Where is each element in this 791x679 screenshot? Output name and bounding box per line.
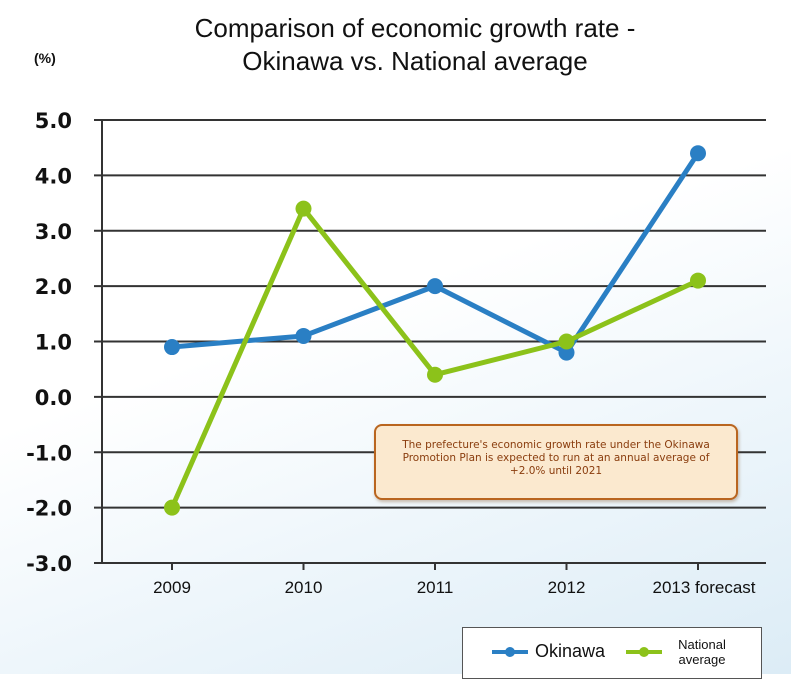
legend-label-okinawa: Okinawa [535,641,606,661]
data-point-okinawa [295,327,312,344]
x-tick-label: 2009 [153,578,191,597]
y-tick-label: 1.0 [35,331,72,355]
chart-title-line-1: Comparison of economic growth rate - [194,13,636,43]
chart-title-line-2: Okinawa vs. National average [242,46,588,76]
annotation-note: The prefecture's economic growth rate un… [374,424,738,500]
y-axis-unit-label: (%) [34,50,56,66]
data-series [164,145,706,516]
legend-item-okinawa: Okinawa [491,628,605,675]
y-tick-label: 2.0 [35,275,72,299]
data-point-national-average [558,333,575,350]
legend: Okinawa National average [462,627,762,679]
y-tick-label: -1.0 [26,441,72,465]
chart-title: Comparison of economic growth rate - Oki… [120,12,710,78]
y-tick-labels: 5.0 4.0 3.0 2.0 1.0 0.0 -1.0 -2.0 -3.0 [26,109,72,576]
series-okinawa [164,145,706,361]
x-tick-labels: 2009 2010 2011 2012 2013 forecast [153,578,756,597]
data-point-okinawa [558,344,575,361]
data-point-national-average [295,200,312,217]
series-national-average [164,200,706,516]
data-point-okinawa [164,339,180,356]
data-point-national-average [164,499,180,516]
y-tick-label: 5.0 [35,109,72,133]
data-point-okinawa [427,278,443,295]
legend-label-national-average: National average [667,637,737,667]
x-tick-label: 2010 [285,578,323,597]
legend-item-national-average: National average [625,628,737,675]
legend-swatch-national-average [626,646,662,657]
y-tick-label: 0.0 [35,386,72,410]
y-tick-label: 4.0 [35,164,72,188]
legend-swatch-okinawa [492,646,528,657]
legend-label-national-line-1: National [678,636,726,652]
data-point-national-average [427,366,443,383]
axes [94,119,766,570]
y-tick-label: 3.0 [35,220,72,244]
y-tick-label: -2.0 [26,497,72,521]
x-tick-label: 2013 forecast [652,578,755,597]
data-point-okinawa [690,145,706,162]
y-tick-label: -3.0 [26,552,72,576]
legend-label-national-line-2: average [678,651,726,667]
x-tick-label: 2011 [417,578,454,597]
x-tick-label: 2012 [548,578,586,597]
data-point-national-average [690,272,706,289]
